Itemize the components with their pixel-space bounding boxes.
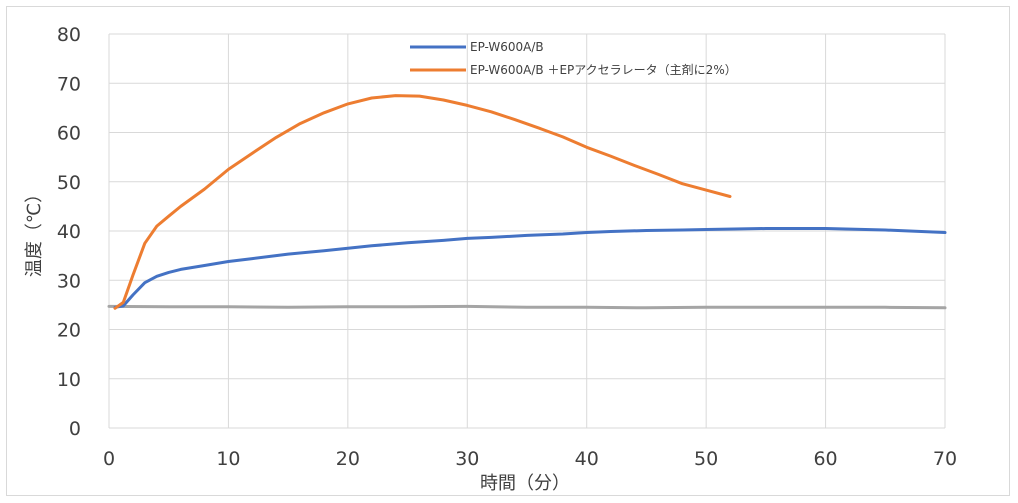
y-tick-label: 80 (57, 24, 81, 46)
x-tick-label: 60 (813, 448, 837, 470)
y-tick-label: 30 (57, 270, 81, 292)
x-tick-label: 50 (694, 448, 718, 470)
x-axis-title: 時間（分） (480, 473, 570, 494)
legend-label-ep-w600-accelerator: EP-W600A/B ＋EPアクセラレータ（主剤に2%） (470, 62, 737, 77)
y-tick-label: 20 (57, 320, 81, 342)
series-line-ep-w600 (113, 227, 947, 309)
y-tick-label: 40 (57, 221, 81, 243)
x-tick-label: 0 (103, 448, 115, 470)
y-tick-label: 60 (57, 123, 81, 145)
series-lines (107, 94, 947, 310)
x-tick-label: 70 (933, 448, 957, 470)
tick-labels: 0 10 20 30 40 50 60 70 80 0 10 20 30 40 50 60 70 (57, 24, 957, 470)
y-axis-title: 温度（℃） (24, 185, 45, 277)
legend: EP-W600A/B EP-W600A/B ＋EPアクセラレータ（主剤に2%） (410, 40, 737, 77)
y-tick-label: 50 (57, 172, 81, 194)
x-tick-label: 10 (216, 448, 240, 470)
legend-label-ep-w600: EP-W600A/B (470, 40, 544, 54)
y-tick-label: 70 (57, 73, 81, 95)
x-tick-label: 20 (336, 448, 360, 470)
grid-lines (108, 33, 946, 429)
series-line-baseline (107, 304, 947, 310)
y-tick-label: 0 (69, 418, 81, 440)
y-tick-label: 10 (57, 369, 81, 391)
x-tick-label: 40 (575, 448, 599, 470)
x-tick-label: 30 (455, 448, 479, 470)
chart-frame (6, 6, 1010, 496)
series-line-ep-w600-accelerator (113, 94, 732, 310)
